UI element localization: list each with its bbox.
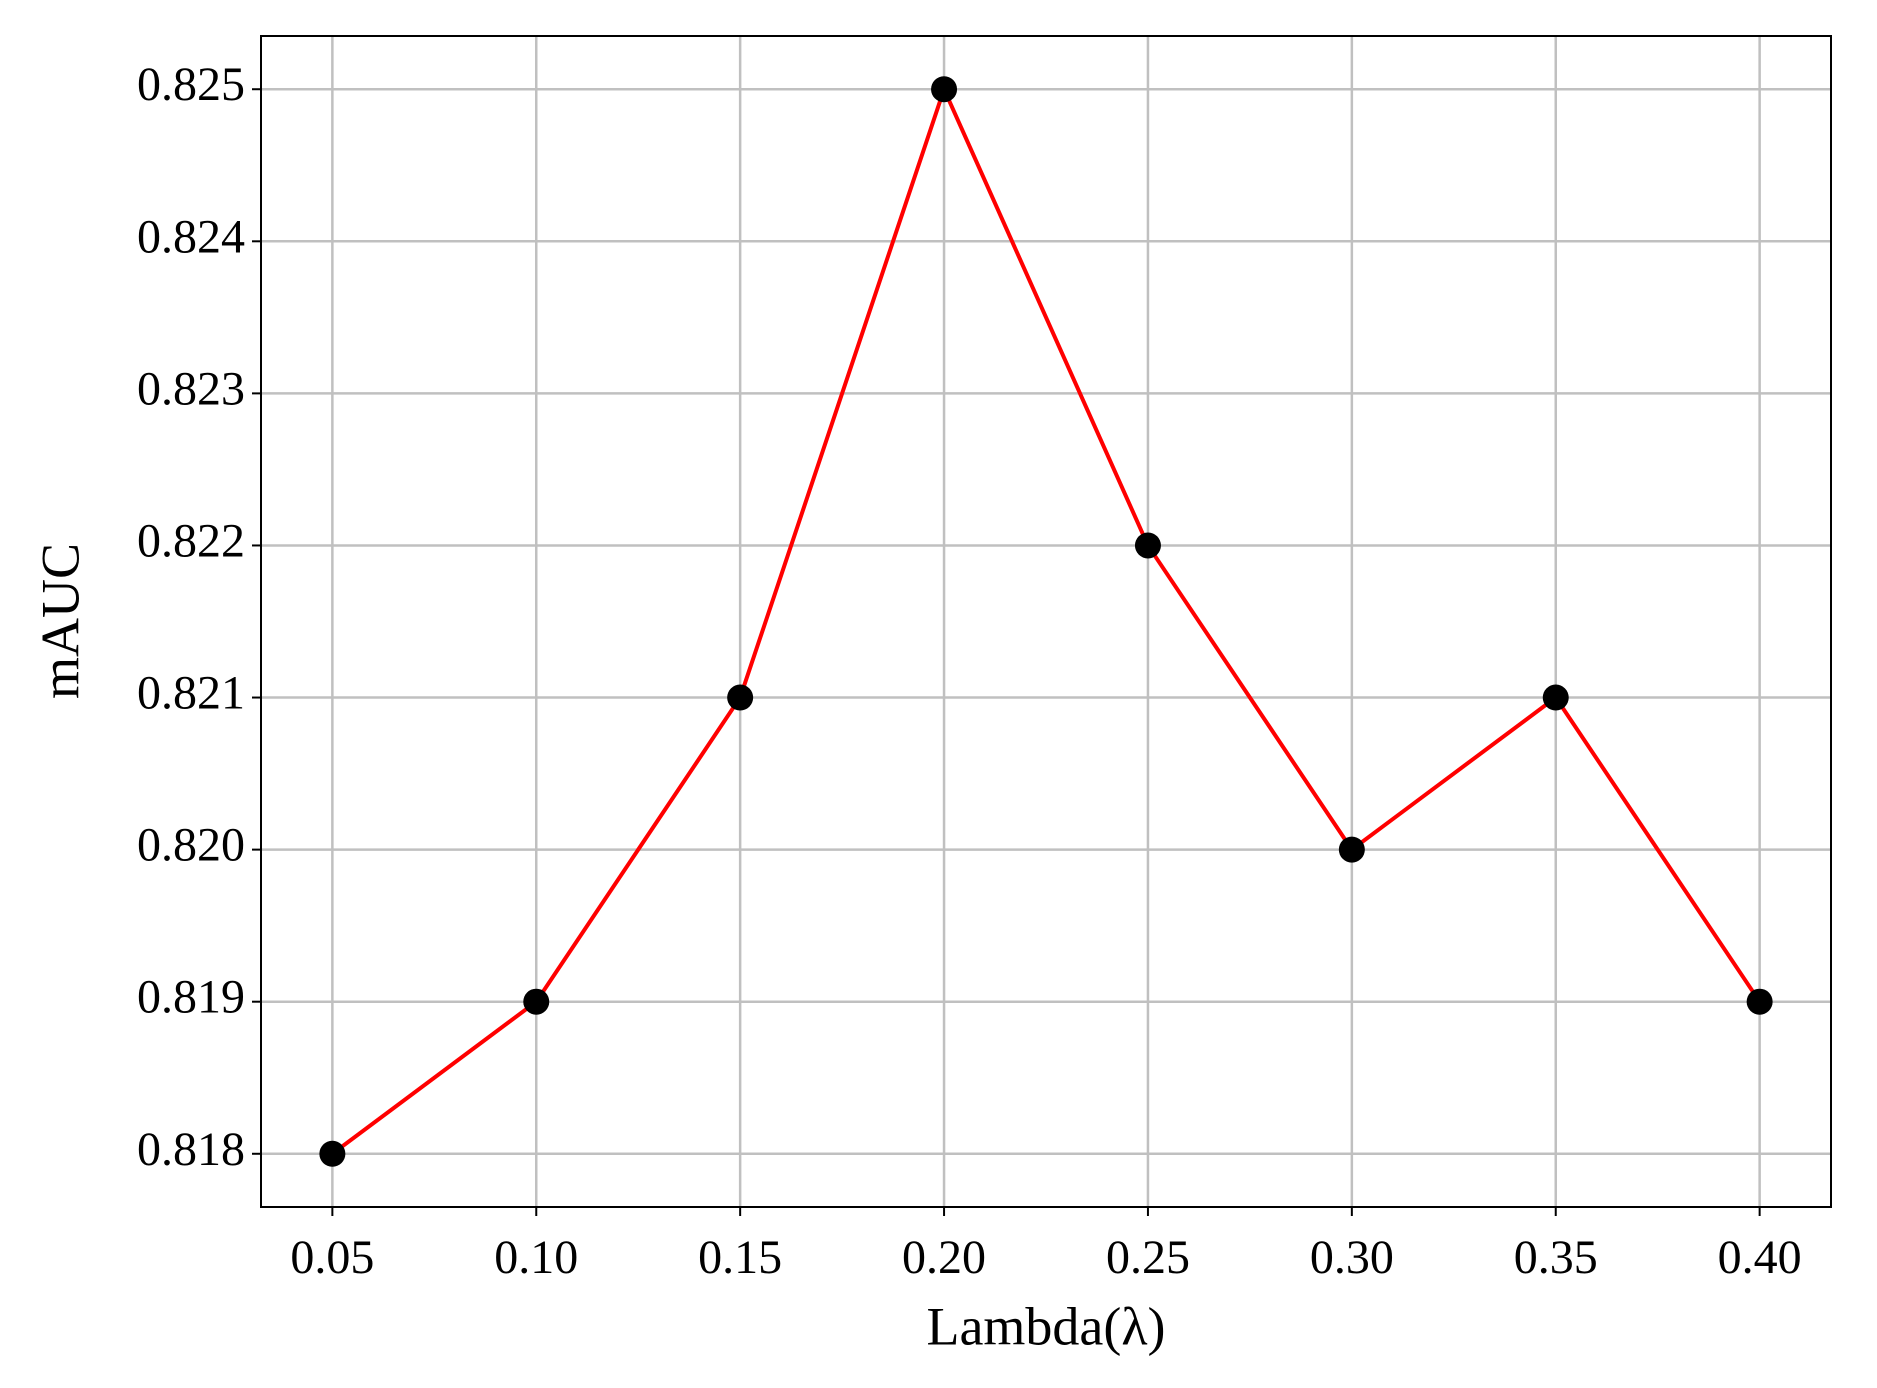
- data-point: [1338, 836, 1365, 863]
- data-point: [727, 684, 754, 711]
- x-tick-label: 0.30: [1310, 1231, 1394, 1284]
- y-tick-label: 0.821: [137, 667, 245, 720]
- data-point: [523, 988, 550, 1015]
- y-tick-label: 0.825: [137, 58, 245, 111]
- data-point: [1134, 532, 1161, 559]
- x-tick-label: 0.20: [902, 1231, 986, 1284]
- x-tick-label: 0.10: [494, 1231, 578, 1284]
- data-point: [931, 76, 958, 103]
- data-point: [1542, 684, 1569, 711]
- y-tick-label: 0.818: [137, 1123, 245, 1176]
- y-tick-label: 0.824: [137, 210, 245, 263]
- y-tick-label: 0.823: [137, 362, 245, 415]
- x-tick-label: 0.35: [1514, 1231, 1598, 1284]
- x-tick-label: 0.05: [290, 1231, 374, 1284]
- y-axis-label: mAUC: [30, 543, 90, 699]
- x-tick-label: 0.15: [698, 1231, 782, 1284]
- data-point: [1746, 988, 1773, 1015]
- x-tick-label: 0.40: [1718, 1231, 1802, 1284]
- plot-frame: [260, 35, 1832, 1208]
- y-tick-label: 0.820: [137, 819, 245, 872]
- data-line: [331, 83, 1762, 1156]
- y-tick-label: 0.819: [137, 971, 245, 1024]
- x-axis-label: Lambda(λ): [926, 1296, 1165, 1356]
- data-point: [319, 1140, 346, 1167]
- x-tick-label: 0.25: [1106, 1231, 1190, 1284]
- y-tick-label: 0.822: [137, 514, 245, 567]
